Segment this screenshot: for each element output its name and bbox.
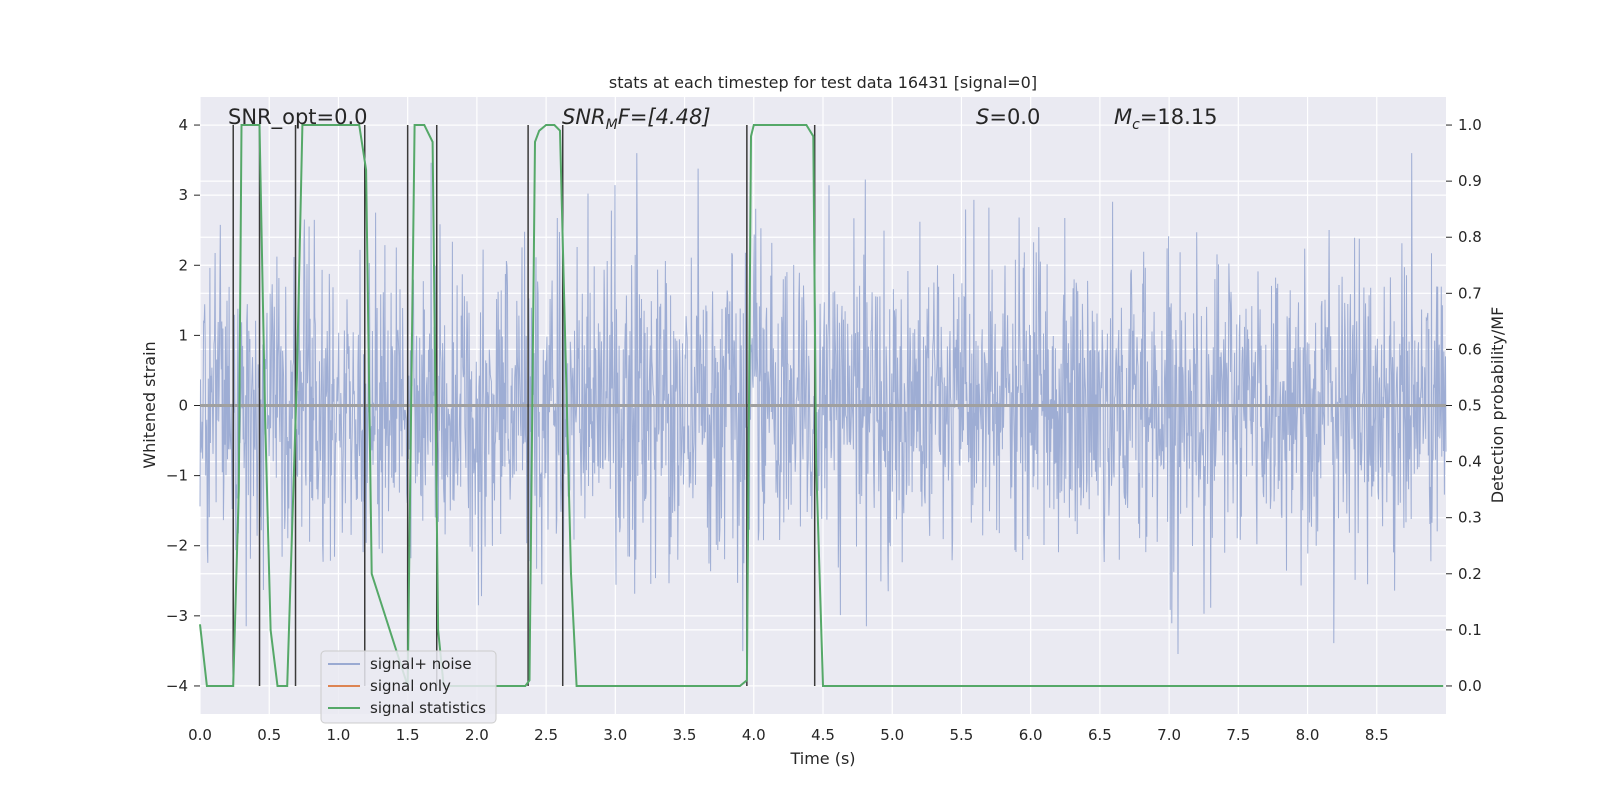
y-tick-label: 0 [178, 397, 188, 415]
legend-label-signal-noise: signal+ noise [370, 655, 472, 673]
y-right-tick-label: 0.8 [1458, 228, 1482, 246]
legend-box [320, 650, 497, 724]
snr-opt-annotation: SNR_opt=0.0 [228, 105, 368, 130]
x-tick-label: 7.0 [1157, 726, 1181, 744]
mc-annotation: Mc=18.15 [1114, 105, 1218, 133]
legend: signal+ noise signal only signal statist… [320, 650, 497, 724]
x-tick-label: 6.5 [1088, 726, 1112, 744]
y-right-tick-label: 0.9 [1458, 172, 1482, 190]
x-tick-label: 3.0 [603, 726, 627, 744]
x-tick-label: 1.0 [327, 726, 351, 744]
x-tick-label: 5.5 [950, 726, 974, 744]
x-axis-label: Time (s) [789, 749, 855, 768]
x-tick-label: 8.0 [1296, 726, 1320, 744]
y-tick-label: −2 [166, 537, 188, 555]
y-tick-label: −4 [166, 677, 188, 695]
y-right-tick-label: 0.0 [1458, 677, 1482, 695]
y-axis-label: Whitened strain [140, 341, 159, 468]
y-tick-label: 3 [178, 186, 188, 204]
y-right-tick-label: 0.2 [1458, 565, 1482, 583]
y-tick-labels: 4 3 2 1 0 −1 −2 −3 −4 [166, 116, 200, 695]
y-tick-label: −1 [166, 467, 188, 485]
x-tick-label: 0.5 [257, 726, 281, 744]
y-tick-label: 2 [178, 256, 188, 274]
x-tick-labels: 0.0 0.5 1.0 1.5 2.0 2.5 3.0 3.5 4.0 4.5 5.0 5.5 6.0 6… [188, 726, 1389, 744]
x-tick-label: 0.0 [188, 726, 212, 744]
y-right-tick-label: 0.1 [1458, 621, 1482, 639]
x-tick-label: 7.5 [1226, 726, 1250, 744]
x-tick-label: 4.0 [742, 726, 766, 744]
legend-label-signal-only: signal only [370, 677, 451, 695]
x-tick-label: 4.5 [811, 726, 835, 744]
y-right-tick-labels: 1.0 0.9 0.8 0.7 0.6 0.5 0.4 0.3 0.2 0.1 0.0 [1446, 116, 1482, 695]
y-tick-label: 4 [178, 116, 188, 134]
y-right-axis-label: Detection probability/MF [1488, 307, 1507, 504]
x-tick-label: 1.5 [396, 726, 420, 744]
y-right-tick-label: 0.4 [1458, 453, 1482, 471]
legend-label-signal-statistics: signal statistics [370, 699, 486, 717]
y-right-tick-label: 1.0 [1458, 116, 1482, 134]
y-tick-label: −3 [166, 607, 188, 625]
y-right-tick-label: 0.7 [1458, 284, 1482, 302]
x-tick-label: 5.0 [880, 726, 904, 744]
y-tick-label: 1 [178, 326, 188, 344]
x-tick-label: 6.0 [1019, 726, 1043, 744]
y-right-tick-label: 0.3 [1458, 509, 1482, 527]
x-tick-label: 2.5 [534, 726, 558, 744]
chart-title: stats at each timestep for test data 164… [609, 73, 1037, 92]
x-tick-label: 3.5 [673, 726, 697, 744]
s-annotation: S=0.0 [976, 105, 1040, 129]
snr-mf-annotation: SNRMF=[4.48] [562, 105, 711, 133]
x-tick-label: 2.0 [465, 726, 489, 744]
x-tick-label: 8.5 [1365, 726, 1389, 744]
y-right-tick-label: 0.6 [1458, 340, 1482, 358]
y-right-tick-label: 0.5 [1458, 397, 1482, 415]
